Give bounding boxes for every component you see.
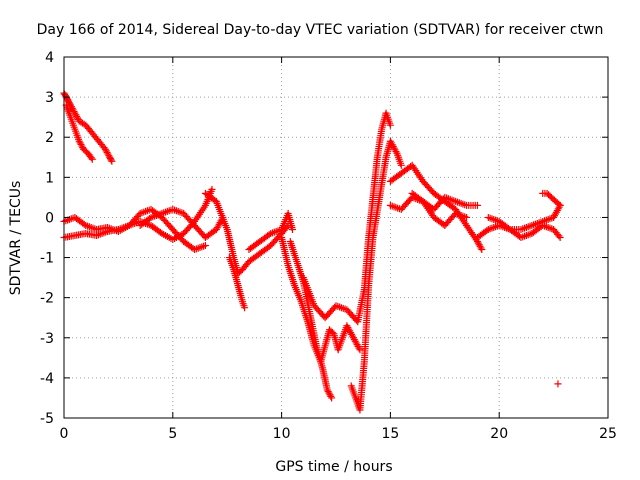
data-point [556, 234, 564, 241]
data-point [555, 200, 563, 208]
x-axis-label: GPS time / hours [275, 459, 392, 475]
data-point [108, 157, 116, 165]
x-tick-label: 20 [490, 426, 508, 442]
data-point [392, 148, 400, 156]
y-tick-label: 0 [45, 210, 54, 226]
x-tick-label: 15 [381, 426, 399, 442]
y-tick-label: 2 [45, 130, 54, 146]
data-point [107, 156, 115, 164]
chart-title: Day 166 of 2014, Sidereal Day-to-day VTE… [37, 22, 604, 38]
data-point [241, 304, 249, 312]
y-tick-label: 1 [45, 170, 54, 186]
y-tick-label: -3 [40, 331, 54, 347]
y-tick-label: 3 [45, 90, 54, 106]
data-point [87, 154, 95, 162]
plot-frame [63, 56, 609, 419]
y-tick-label: 4 [45, 50, 54, 66]
x-tick-label: 25 [599, 426, 617, 442]
data-point [397, 161, 405, 169]
data-point [463, 213, 471, 221]
y-tick-label: -2 [40, 291, 54, 307]
plot-points [60, 89, 564, 414]
data-point [327, 392, 335, 400]
y-tick-label: -4 [40, 371, 54, 387]
data-point [555, 232, 563, 240]
data-point [556, 201, 564, 209]
x-tick-label: 5 [168, 426, 177, 442]
data-point [355, 344, 363, 352]
tick-labels: 0 5 10 15 20 25 -5 -4 -3 -2 -1 0 1 2 3 4 [40, 50, 617, 442]
data-point [288, 225, 296, 233]
axis-ticks [63, 56, 609, 419]
data-point [328, 394, 336, 402]
data-point [105, 152, 113, 160]
x-tick-label: 10 [273, 426, 291, 442]
data-point [201, 242, 209, 250]
data-point [473, 201, 481, 209]
data-point [88, 155, 96, 163]
data-point [477, 244, 485, 252]
x-tick-label: 0 [60, 426, 69, 442]
y-tick-label: -1 [40, 251, 54, 267]
y-axis-label: SDTVAR / TECUs [8, 181, 24, 296]
data-point [478, 246, 486, 254]
y-tick-label: -5 [40, 411, 54, 427]
data-point [356, 346, 364, 354]
data-point [386, 121, 394, 129]
data-point [208, 185, 216, 193]
data-point [554, 380, 562, 388]
